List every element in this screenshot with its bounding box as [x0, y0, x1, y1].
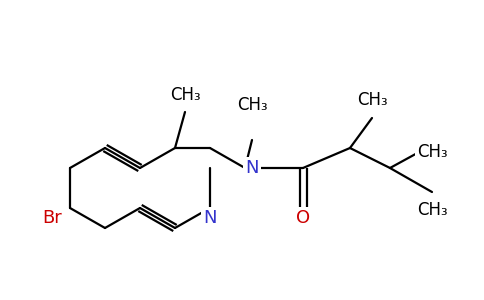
Text: CH₃: CH₃ — [237, 96, 267, 114]
Text: O: O — [296, 209, 310, 227]
Text: N: N — [203, 209, 217, 227]
Text: CH₃: CH₃ — [417, 143, 447, 161]
Text: CH₃: CH₃ — [357, 91, 387, 109]
Text: Br: Br — [42, 209, 62, 227]
Text: CH₃: CH₃ — [417, 201, 447, 219]
Text: N: N — [245, 159, 259, 177]
Text: CH₃: CH₃ — [170, 86, 200, 104]
